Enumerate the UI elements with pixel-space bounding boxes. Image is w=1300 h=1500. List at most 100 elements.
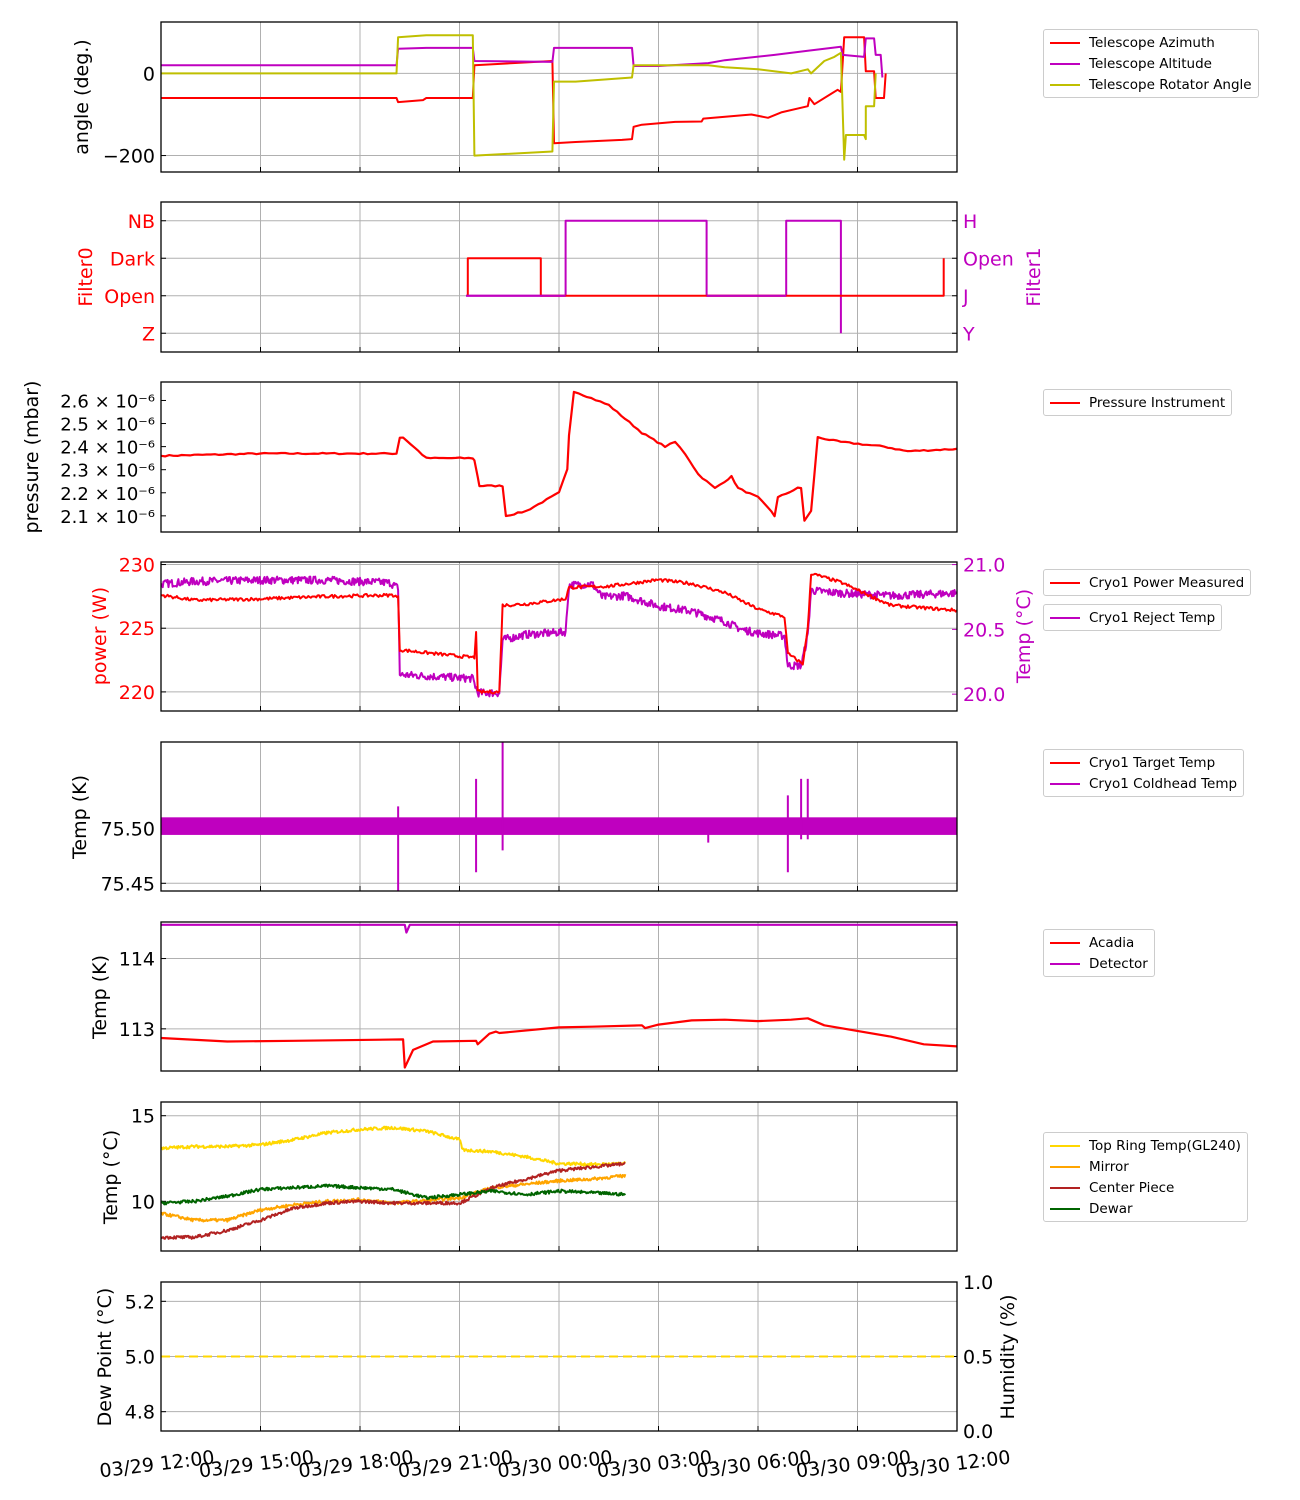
y-tick-label-right: 0.0 [963, 1421, 993, 1443]
y-tick-label: 2.5 × 10⁻⁶ [60, 415, 155, 436]
y-tick-label-left: NB [128, 211, 155, 233]
legend-swatch [1050, 83, 1080, 86]
series-line-mirror [161, 1173, 627, 1223]
y-tick-label-left: Z [142, 323, 155, 345]
series-line-dewar [161, 1183, 627, 1206]
y-tick-label: 0 [143, 63, 155, 85]
legend-label: Telescope Rotator Angle [1089, 76, 1252, 93]
y-axis-label: angle (deg.) [71, 39, 93, 154]
y-axis-label: Temp (K) [89, 955, 111, 1040]
series-line-azimuth [161, 36, 887, 145]
series-line-rotator [161, 34, 877, 161]
legend-label: Dewar [1089, 1200, 1133, 1217]
series-line-top-ring [161, 1125, 627, 1167]
legend-item: Cryo1 Reject Temp [1050, 607, 1215, 628]
y-tick-label-left: 225 [119, 618, 155, 640]
y-axis-label: pressure (mbar) [21, 381, 43, 534]
y-tick-label-right: Open [963, 248, 1014, 270]
legend-swatch [1050, 962, 1080, 965]
legend-label: Center Piece [1089, 1179, 1175, 1196]
y-axis-label: Filter0 [75, 247, 97, 306]
y-axis-label-right: Temp (°C) [1013, 589, 1035, 684]
y-tick-label: 75.50 [101, 818, 155, 840]
legend-acadia: Acadia Detector [1043, 929, 1155, 977]
legend-item: Acadia [1050, 932, 1148, 953]
legend-swatch [1050, 1144, 1080, 1147]
y-tick-label: 75.45 [101, 873, 155, 895]
y-axis-label: power (W) [89, 587, 111, 685]
y-tick-label-right: 20.5 [963, 619, 1005, 641]
series-line-power [161, 572, 957, 695]
legend-swatch [1050, 761, 1080, 764]
legend-item: Top Ring Temp(GL240) [1050, 1135, 1241, 1156]
plot-frame [160, 201, 958, 353]
legend-cryo-temp: Cryo1 Target Temp Cryo1 Coldhead Temp [1043, 749, 1245, 797]
y-axis-label: Temp (°C) [100, 1130, 122, 1225]
y-tick-label-right: 20.0 [963, 684, 1005, 706]
legend-item: Cryo1 Power Measured [1050, 572, 1244, 593]
y-tick-label: 10 [131, 1191, 155, 1213]
series-line-filter0 [466, 257, 945, 297]
legend-cryo-power: Cryo1 Power Measured [1043, 569, 1252, 596]
plot-frame [160, 741, 958, 892]
plot-frame [160, 21, 958, 173]
y-tick-label: 5.2 [125, 1291, 155, 1313]
y-tick-label-right: 1.0 [963, 1272, 993, 1294]
legend-item: Mirror [1050, 1156, 1241, 1177]
legend-swatch [1050, 1207, 1080, 1210]
series-band-coldhead [161, 817, 957, 835]
y-tick-label: 2.3 × 10⁻⁶ [60, 461, 155, 482]
legend-label: Cryo1 Coldhead Temp [1089, 775, 1238, 792]
legend-swatch [1050, 1186, 1080, 1189]
plot-frame [160, 921, 958, 1072]
x-tick-label: 03/30 12:00 [894, 1447, 1011, 1483]
legend-item: Cryo1 Coldhead Temp [1050, 773, 1237, 794]
y-tick-label-left: Dark [110, 248, 155, 270]
y-tick-label: 2.6 × 10⁻⁶ [60, 391, 155, 412]
legend-item: Telescope Rotator Angle [1050, 74, 1252, 95]
legend-label: Mirror [1089, 1158, 1129, 1175]
y-tick-label: −200 [103, 146, 155, 168]
y-tick-label: 5.0 [125, 1347, 155, 1369]
series-line-reject-temp [161, 575, 957, 698]
legend-item: Dewar [1050, 1198, 1241, 1219]
y-tick-label-right: J [962, 286, 969, 308]
series-line-detector [161, 923, 957, 934]
y-axis-label: Dew Point (°C) [94, 1288, 116, 1427]
legend-label: Pressure Instrument [1089, 394, 1226, 411]
legend-label: Cryo1 Target Temp [1089, 754, 1216, 771]
plot-frame [160, 1101, 958, 1252]
y-tick-label: 4.8 [125, 1402, 155, 1424]
legend-item: Pressure Instrument [1050, 392, 1225, 413]
y-tick-label: 2.4 × 10⁻⁶ [60, 438, 155, 459]
series-line-filter1 [466, 219, 842, 334]
y-tick-label: 2.2 × 10⁻⁶ [60, 484, 155, 505]
legend-item: Cryo1 Target Temp [1050, 752, 1237, 773]
legend-swatch [1050, 782, 1080, 785]
series-line-altitude [161, 37, 884, 78]
y-axis-label-right: Humidity (%) [997, 1294, 1019, 1419]
legend-label: Telescope Azimuth [1089, 34, 1215, 51]
y-tick-label: 2.1 × 10⁻⁶ [60, 507, 155, 528]
legend-cryo-reject: Cryo1 Reject Temp [1043, 604, 1223, 631]
plot-frame [160, 1281, 958, 1432]
legend-swatch [1050, 616, 1080, 619]
y-tick-label-right: 21.0 [963, 555, 1005, 577]
legend-item: Center Piece [1050, 1177, 1241, 1198]
legend-swatch [1050, 62, 1080, 65]
series-line-center-piece [161, 1161, 626, 1240]
legend-telescope: Telescope Azimuth Telescope Altitude Tel… [1043, 29, 1259, 98]
legend-swatch [1050, 41, 1080, 44]
y-tick-label-right: 0.5 [963, 1347, 993, 1369]
legend-label: Telescope Altitude [1089, 55, 1212, 72]
legend-item: Detector [1050, 953, 1148, 974]
legend-env-temp: Top Ring Temp(GL240) Mirror Center Piece… [1043, 1132, 1248, 1222]
legend-label: Cryo1 Reject Temp [1089, 609, 1216, 626]
legend-label: Detector [1089, 955, 1148, 972]
legend-label: Cryo1 Power Measured [1089, 574, 1245, 591]
y-tick-label-left: 230 [119, 555, 155, 577]
y-tick-label-left: 220 [119, 682, 155, 704]
legend-item: Telescope Altitude [1050, 53, 1252, 74]
y-axis-label-right: Filter1 [1023, 247, 1045, 306]
